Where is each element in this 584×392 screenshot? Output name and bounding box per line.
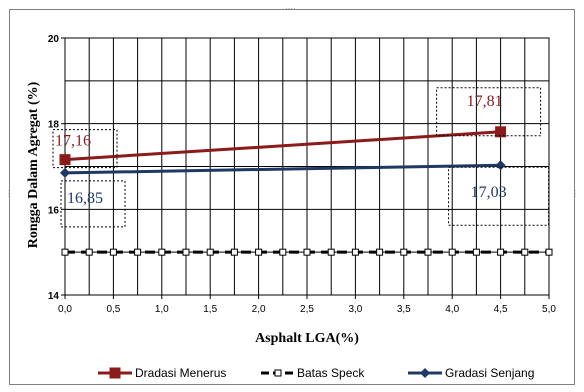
data-point-marker: [230, 248, 238, 256]
left-resize-handle-icon[interactable]: ⋮: [5, 189, 13, 198]
legend-label: Dradasi Menerus: [135, 366, 226, 380]
series-line: [64, 130, 501, 162]
legend-swatch-marker: [109, 367, 121, 379]
legend-swatch-marker: [420, 368, 430, 378]
data-point-marker: [497, 248, 505, 256]
data-label-box: [60, 180, 126, 228]
data-point-marker: [61, 248, 69, 256]
y-tick-label: 16: [48, 205, 60, 216]
y-tick-label: 14: [48, 291, 60, 302]
x-tick-label: 1,0: [155, 304, 169, 315]
x-tick-label: 3,5: [397, 304, 411, 315]
data-point-marker: [60, 167, 70, 178]
data-point-marker: [206, 248, 214, 256]
y-axis-label: Rongga Dalam Agregat (%): [26, 81, 41, 248]
data-label-box: [52, 129, 118, 169]
right-resize-handle-icon[interactable]: ⋮: [571, 189, 579, 198]
x-tick-label: 2,0: [252, 304, 266, 315]
legend-swatch-marker: [274, 369, 282, 377]
series-group: [59, 126, 553, 256]
x-tick-label: 0,0: [58, 304, 72, 315]
data-labels: 17,16 17,81 16,85 17,03: [52, 87, 550, 228]
data-point-marker: [255, 248, 263, 256]
x-tick-label: 0,5: [106, 304, 120, 315]
data-point-marker: [158, 248, 166, 256]
data-point-marker: [521, 248, 529, 256]
y-tick-label: 20: [48, 34, 60, 45]
data-point-marker: [327, 248, 335, 256]
data-point-marker: [376, 248, 384, 256]
data-point-marker: [303, 248, 311, 256]
legend: Dradasi Menerus Batas Speck Gradasi Senjan…: [98, 366, 534, 380]
x-axis-ticks: 0,0 0,5 1,0 1,5 2,0 2,5 3,0 3,5 4,0 4,5 5,0: [58, 295, 556, 315]
data-point-marker: [424, 248, 432, 256]
data-label-box: [436, 87, 542, 137]
data-point-marker: [109, 248, 117, 256]
data-point-marker: [134, 248, 142, 256]
data-label-box: [448, 166, 550, 226]
legend-label: Batas Speck: [297, 366, 365, 380]
data-point-marker: [448, 248, 456, 256]
y-tick-label: 18: [48, 120, 60, 131]
x-axis-label: Asphalt LGA(%): [255, 331, 359, 346]
data-label: 17,03: [471, 184, 507, 201]
data-label: 16,85: [67, 190, 103, 207]
data-point-marker: [85, 248, 93, 256]
x-tick-label: 1,5: [203, 304, 217, 315]
data-label: 17,81: [467, 93, 503, 110]
top-resize-handle-icon[interactable]: ····: [285, 4, 296, 13]
data-point-marker: [59, 154, 71, 166]
data-point-marker: [495, 126, 507, 138]
x-tick-label: 4,0: [445, 304, 459, 315]
x-tick-label: 2,5: [300, 304, 314, 315]
y-axis-ticks: 14 16 18 20: [48, 34, 65, 302]
data-point-marker: [472, 248, 480, 256]
data-point-marker: [400, 248, 408, 256]
legend-label: Gradasi Senjang: [445, 366, 534, 380]
x-tick-label: 4,5: [494, 304, 508, 315]
series-line: [64, 163, 501, 175]
x-tick-label: 5,0: [542, 304, 556, 315]
data-label: 17,16: [55, 133, 91, 150]
data-point-marker: [182, 248, 190, 256]
data-point-marker: [545, 248, 553, 256]
data-point-marker: [279, 248, 287, 256]
x-tick-label: 3,0: [348, 304, 362, 315]
data-point-marker: [351, 248, 359, 256]
